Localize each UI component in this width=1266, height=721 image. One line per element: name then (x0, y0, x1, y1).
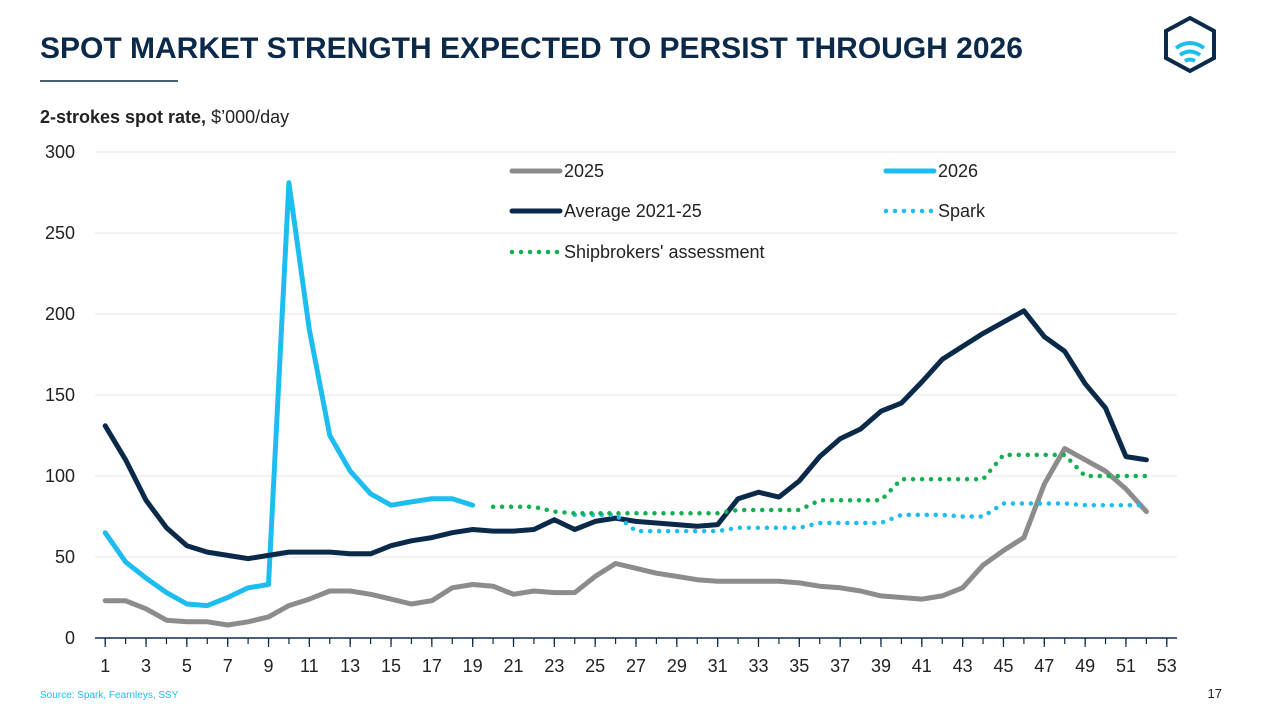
x-tick-label: 39 (871, 656, 891, 676)
x-tick-label: 15 (381, 656, 401, 676)
y-tick-label: 250 (45, 223, 75, 243)
x-tick-label: 27 (626, 656, 646, 676)
x-tick-label: 13 (340, 656, 360, 676)
x-tick-label: 41 (912, 656, 932, 676)
y-axis-label-bold: 2-strokes spot rate, (40, 107, 206, 127)
x-tick-label: 7 (223, 656, 233, 676)
y-axis-label-unit: $’000/day (211, 107, 289, 127)
x-tick-label: 29 (667, 656, 687, 676)
x-tick-label: 47 (1034, 656, 1054, 676)
x-tick-label: 35 (789, 656, 809, 676)
x-tick-label: 5 (182, 656, 192, 676)
x-tick-label: 51 (1116, 656, 1136, 676)
series-line (102, 446, 1149, 628)
y-axis-label: 2-strokes spot rate, $’000/day (40, 107, 289, 127)
y-tick-label: 100 (45, 466, 75, 486)
y-tick-label: 150 (45, 385, 75, 405)
x-tick-label: 25 (585, 656, 605, 676)
source-note: Source: Spark, Fearnleys, SSY (40, 690, 179, 701)
series-line (572, 501, 1149, 534)
legend-label: Shipbrokers' assessment (564, 242, 765, 262)
x-tick-label: 17 (422, 656, 442, 676)
x-tick-label: 3 (141, 656, 151, 676)
slide-title: SPOT MARKET STRENGTH EXPECTED TO PERSIST… (40, 32, 1023, 65)
x-tick-label: 31 (708, 656, 728, 676)
series-line (102, 308, 1149, 562)
y-tick-label: 0 (65, 628, 75, 648)
legend-label: 2026 (938, 161, 978, 181)
x-tick-label: 21 (503, 656, 523, 676)
x-tick-label: 1 (100, 656, 110, 676)
series-line (102, 180, 476, 609)
y-tick-label: 300 (45, 142, 75, 162)
x-tick-label: 45 (993, 656, 1013, 676)
x-tick-label: 9 (264, 656, 274, 676)
series-line (490, 452, 1149, 516)
y-tick-label: 200 (45, 304, 75, 324)
x-tick-label: 37 (830, 656, 850, 676)
legend-label: 2025 (564, 161, 604, 181)
legend-label: Spark (938, 201, 986, 221)
legend-label: Average 2021-25 (564, 201, 702, 221)
x-tick-label: 11 (300, 656, 319, 676)
x-tick-label: 19 (463, 656, 483, 676)
page-number: 17 (1208, 686, 1222, 701)
y-tick-label: 50 (55, 547, 75, 567)
logo (1164, 15, 1216, 74)
x-tick-label: 33 (748, 656, 768, 676)
x-tick-label: 23 (544, 656, 564, 676)
x-tick-label: 53 (1157, 656, 1177, 676)
x-tick-label: 43 (953, 656, 973, 676)
x-tick-label: 49 (1075, 656, 1095, 676)
